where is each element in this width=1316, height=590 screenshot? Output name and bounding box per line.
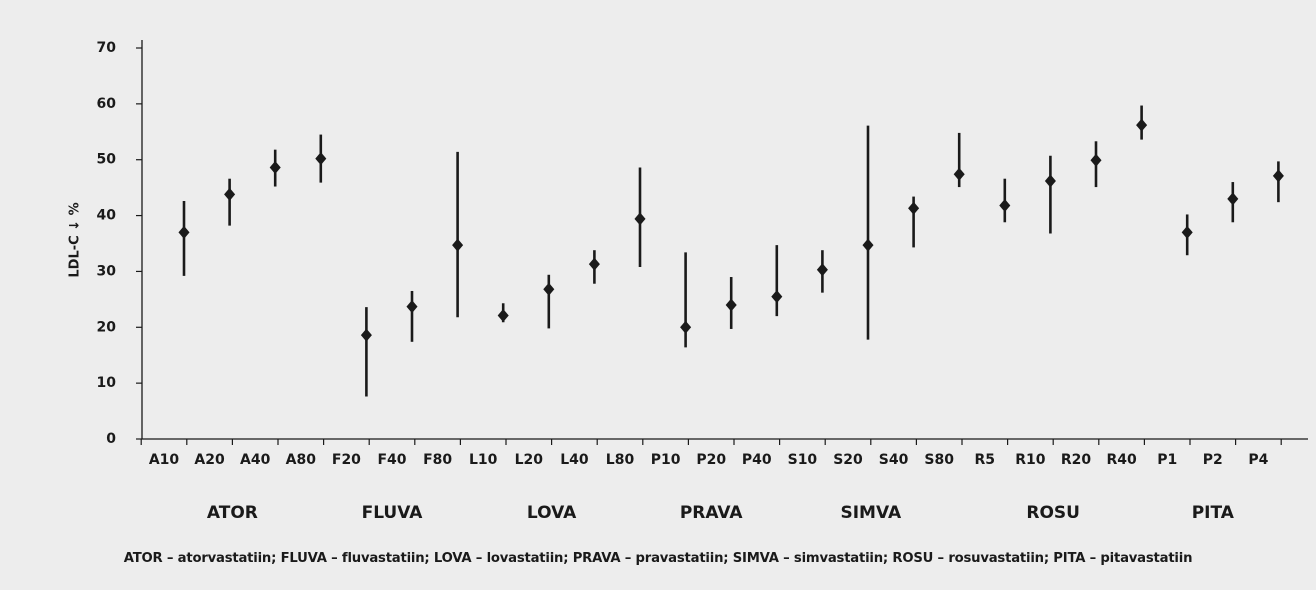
data-point [1044, 174, 1056, 188]
x-tick-label: A80 [286, 452, 317, 468]
data-point [771, 290, 783, 304]
x-tick-label: R40 [1106, 452, 1137, 468]
chart-axes [141, 40, 1308, 440]
data-point [1136, 118, 1148, 132]
x-tick-label: S10 [788, 452, 818, 468]
group-labels: ATOR FLUVA LOVA PRAVA SIMVA ROSU PITA [207, 503, 1235, 523]
y-tick-label: 60 [97, 96, 117, 112]
data-point [908, 201, 920, 215]
group-label: PRAVA [680, 503, 744, 523]
y-axis-label: LDL-C ↓ % [68, 202, 83, 277]
data-point [999, 199, 1011, 213]
y-tick-label: 0 [106, 431, 116, 447]
x-tick-label: F20 [332, 452, 361, 468]
x-tick-label: F40 [377, 452, 406, 468]
data-point [452, 238, 464, 252]
group-label: PITA [1192, 503, 1235, 523]
data-markers [178, 118, 1284, 342]
group-label: FLUVA [362, 503, 424, 523]
data-point [634, 212, 646, 226]
x-tick-label: F80 [423, 452, 452, 468]
error-bars [182, 105, 1280, 397]
y-tick-label: 70 [97, 40, 117, 56]
data-point [953, 167, 965, 181]
data-point [1272, 169, 1284, 183]
x-tick-label: L10 [469, 452, 498, 468]
data-point [497, 309, 509, 323]
y-tick-label: 50 [97, 152, 117, 168]
x-tick-label: R10 [1015, 452, 1046, 468]
data-point [224, 187, 236, 201]
y-tick-label: 40 [97, 208, 117, 224]
group-label: LOVA [527, 503, 577, 523]
x-tick-label: S20 [833, 452, 863, 468]
x-tick-label: L20 [515, 452, 544, 468]
data-point [1181, 225, 1193, 239]
x-tick-label: P20 [696, 452, 726, 468]
group-label: SIMVA [840, 503, 901, 523]
data-point [680, 320, 692, 334]
x-tick-label: R5 [975, 452, 996, 468]
data-point [543, 282, 555, 296]
data-point [178, 225, 190, 239]
x-tick-label: L40 [560, 452, 589, 468]
data-point [816, 263, 828, 277]
group-label: ROSU [1026, 503, 1080, 523]
data-point [862, 238, 874, 252]
x-tick-label: S40 [879, 452, 909, 468]
x-tick-label: A40 [240, 452, 271, 468]
x-tick-label: P1 [1157, 452, 1177, 468]
x-tick-label: P2 [1203, 452, 1223, 468]
y-tick-label: 10 [97, 375, 117, 391]
data-point [1090, 153, 1102, 167]
x-tick-label: P40 [742, 452, 772, 468]
y-tick-label: 30 [97, 263, 117, 279]
y-ticks: 0 10 20 30 40 50 60 70 [97, 40, 142, 447]
data-point [1227, 192, 1239, 206]
x-tick-label: P4 [1248, 452, 1268, 468]
x-ticks: A10 A20 A40 A80 F20 F40 F80 L10 L20 L40 L80 P10 P20 P… [140, 439, 1282, 468]
data-point [588, 257, 600, 271]
x-tick-label: L80 [606, 452, 635, 468]
data-point [269, 161, 281, 175]
data-point [315, 152, 327, 166]
y-tick-label: 20 [97, 319, 117, 335]
footnote: ATOR – atorvastatiin; FLUVA – fluvastati… [123, 551, 1193, 566]
x-tick-label: R20 [1061, 452, 1092, 468]
x-tick-label: S80 [924, 452, 954, 468]
data-point [360, 328, 372, 342]
x-tick-label: A20 [194, 452, 225, 468]
x-tick-label: A10 [149, 452, 180, 468]
group-label: ATOR [207, 503, 258, 523]
data-point [725, 298, 737, 312]
x-tick-label: P10 [651, 452, 681, 468]
data-point [406, 300, 418, 314]
